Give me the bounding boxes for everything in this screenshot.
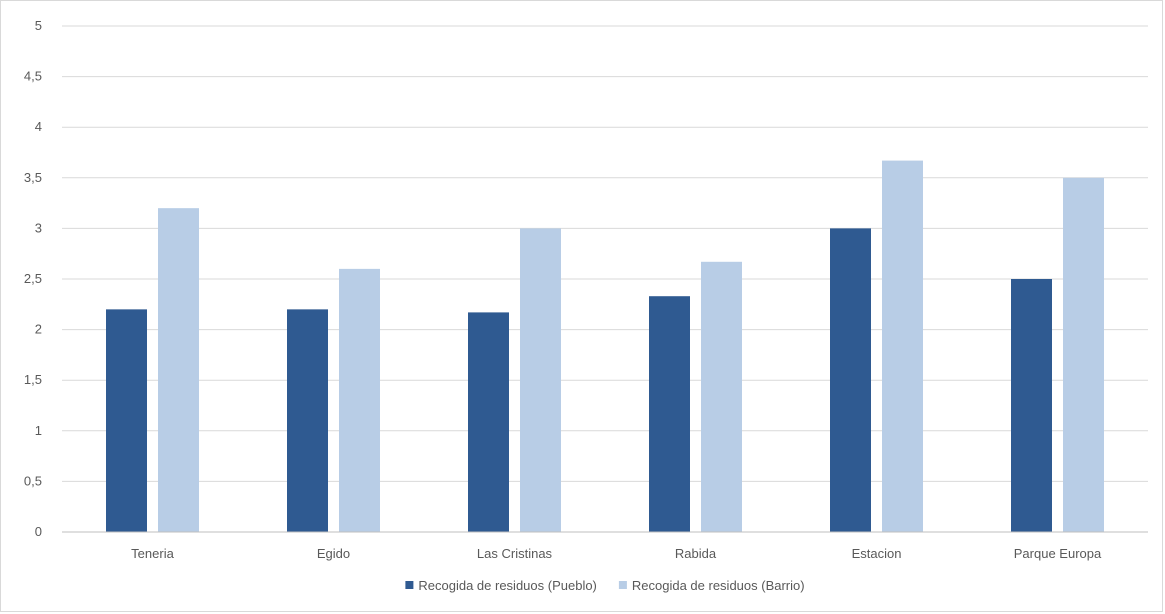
y-tick-label: 4: [35, 119, 42, 134]
bar-barrio: [158, 208, 199, 532]
x-tick-label: Egido: [317, 546, 350, 561]
x-tick-label: Parque Europa: [1014, 546, 1102, 561]
legend-swatch: [618, 581, 627, 589]
x-tick-label: Rabida: [675, 546, 717, 561]
bar-pueblo: [106, 309, 147, 532]
x-tick-label: Las Cristinas: [477, 546, 553, 561]
bar-barrio: [882, 160, 923, 532]
gridlines: [62, 25, 1148, 482]
bar-barrio: [339, 268, 380, 532]
legend: Recogida de residuos (Pueblo) Recogida de…: [405, 578, 805, 593]
legend-label: Recogida de residuos (Pueblo): [418, 578, 597, 593]
y-tick-label: 2: [35, 322, 42, 337]
bar-barrio: [520, 228, 561, 532]
bar-barrio: [1063, 177, 1104, 533]
x-tick-label: Teneria: [131, 546, 174, 561]
y-tick-label: 5: [35, 18, 42, 33]
y-tick-label: 3,5: [24, 170, 42, 185]
bars: [106, 160, 1104, 533]
bar-pueblo: [1011, 279, 1052, 532]
bar-barrio: [701, 261, 742, 532]
bar-pueblo: [830, 228, 871, 532]
x-axis-category-labels: Teneria Egido Las Cristinas Rabida Estacion P…: [131, 546, 1102, 561]
y-axis-tick-labels: 0 0,5 1 1,5 2 2,5 3 3,5 4 4,5 5: [24, 18, 42, 539]
x-tick-label: Estacion: [852, 546, 902, 561]
bar-pueblo: [649, 296, 690, 532]
bar-pueblo: [287, 309, 328, 532]
y-tick-label: 4,5: [24, 69, 42, 84]
y-tick-label: 0,5: [24, 473, 42, 488]
y-tick-label: 1: [35, 423, 42, 438]
y-tick-label: 1,5: [24, 372, 42, 387]
y-tick-label: 0: [35, 524, 42, 539]
legend-swatch: [405, 581, 414, 589]
legend-label: Recogida de residuos (Barrio): [632, 578, 805, 593]
y-tick-label: 2,5: [24, 271, 42, 286]
y-tick-label: 3: [35, 220, 42, 235]
bar-pueblo: [468, 312, 509, 532]
